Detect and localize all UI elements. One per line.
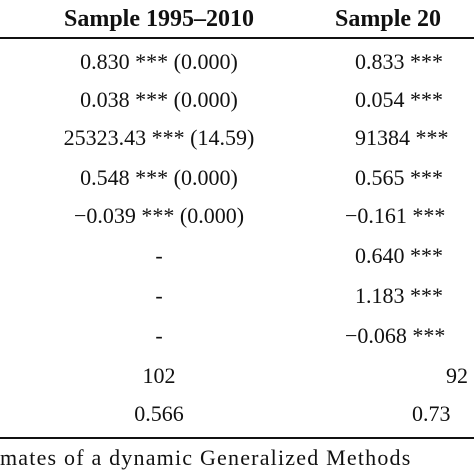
table-cell-r10-c1: 0.566 [134, 401, 184, 426]
table-cell-r4-c1: 0.548 *** (0.000) [80, 165, 238, 190]
table-cell-r5-c2: −0.161 *** [345, 203, 446, 228]
column-header-sample-20: Sample 20 [335, 6, 442, 32]
table-cell-r2-c1: 0.038 *** (0.000) [80, 87, 238, 112]
table-cell-r8-c2: −0.068 *** [345, 323, 446, 348]
table-cell-r10-c2: 0.73 [412, 401, 451, 426]
table-cell-r9-c1: 102 [142, 363, 176, 388]
column-header-sample-1995-2010: Sample 1995–2010 [63, 6, 254, 32]
table-cell-r7-c1: - [155, 283, 163, 308]
table-cell-r7-c2: 1.183 *** [355, 283, 443, 308]
table-cell-r3-c2: 91384 *** [355, 125, 449, 150]
table-cell-r1-c2: 0.833 *** [355, 49, 443, 74]
table-cell-r4-c2: 0.565 *** [355, 165, 443, 190]
table-cell-r9-c2: 92 [446, 363, 468, 388]
table-cell-r8-c1: - [155, 323, 163, 348]
table-cell-r6-c2: 0.640 *** [355, 243, 443, 268]
footer-rule [0, 437, 474, 439]
table-cell-r6-c1: - [155, 243, 163, 268]
table-cell-r3-c1: 25323.43 *** (14.59) [63, 125, 255, 150]
table-cell-r2-c2: 0.054 *** [355, 87, 443, 112]
table-cell-r1-c1: 0.830 *** (0.000) [80, 49, 238, 74]
table-note: mates of a dynamic Generalized Methods [0, 445, 412, 470]
header-rule [0, 37, 474, 39]
table-cell-r5-c1: −0.039 *** (0.000) [73, 203, 245, 228]
